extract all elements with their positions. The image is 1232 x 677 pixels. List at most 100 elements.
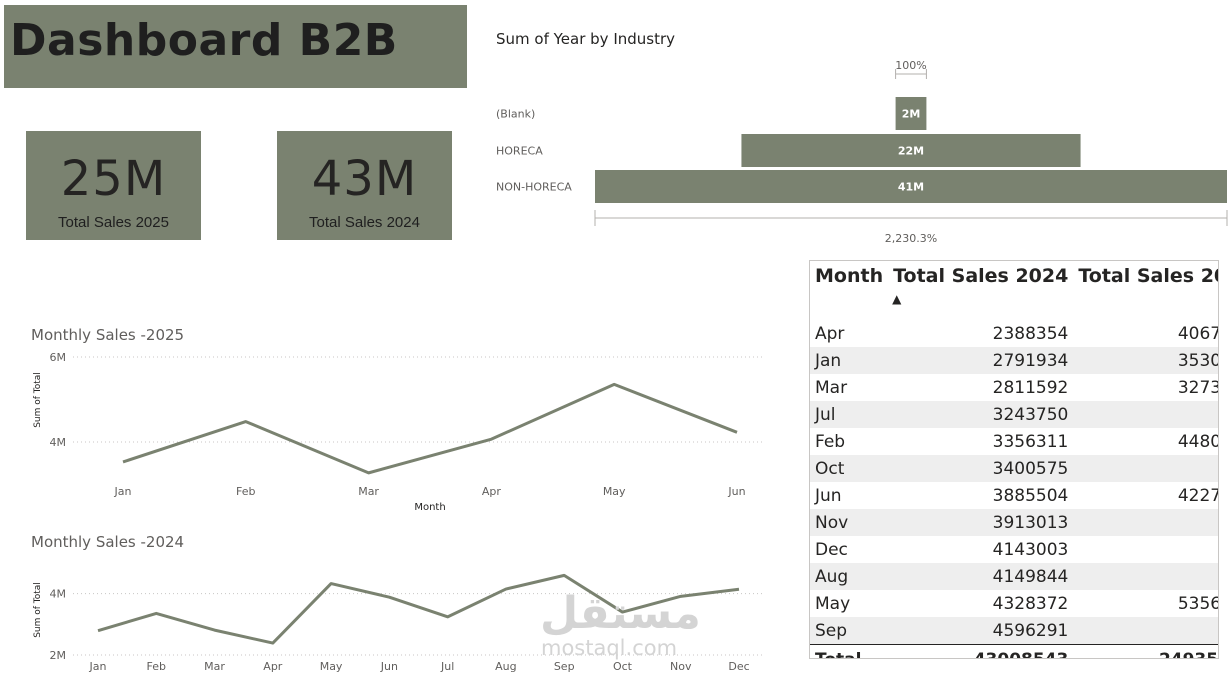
- cell-total-sales-2025: 5356467: [1177, 593, 1218, 614]
- cell-month: Jun: [815, 485, 842, 506]
- total-value: 43008543: [888, 644, 1074, 658]
- kpi-card-total-sales-2025[interactable]: 25M Total Sales 2025: [26, 131, 201, 240]
- funnel-bottom-label: 2,230.3%: [885, 232, 937, 245]
- y-tick-label: 4M: [50, 588, 67, 601]
- dashboard-title: Dashboard B2B: [10, 15, 398, 66]
- funnel-bottom-bracket: [594, 210, 1228, 226]
- cell-total-sales-2024: 3913013: [888, 509, 1074, 536]
- watermark-latin: mostaql.com: [541, 636, 678, 660]
- cell-total-sales-2025: [1073, 617, 1218, 645]
- series-line[interactable]: [122, 382, 738, 475]
- y-tick-label: 4M: [50, 436, 67, 449]
- cell-month: Feb: [815, 431, 846, 452]
- x-tick-label: Sep: [554, 660, 575, 673]
- table-row[interactable]: Jul 3243750: [810, 401, 1218, 428]
- cell-month: Nov: [810, 509, 889, 536]
- cell-month: Jan: [810, 347, 889, 374]
- table-row[interactable]: Oct 3400575: [810, 455, 1218, 482]
- x-axis-title: Month: [414, 502, 445, 513]
- cell-total-sales-2024: 3356311: [992, 431, 1069, 452]
- sort-ascending-icon[interactable]: ▲: [892, 292, 902, 306]
- cell-month: Apr: [815, 323, 845, 344]
- table-row[interactable]: Apr 2388354 4067164: [810, 320, 1218, 347]
- table-row[interactable]: Jun 3885504 4227504: [810, 482, 1218, 509]
- table-row[interactable]: Feb 3356311 4480459: [810, 428, 1218, 455]
- x-tick-label: Aug: [495, 660, 516, 673]
- funnel-bar[interactable]: [741, 134, 1081, 167]
- cell-month: Dec: [815, 539, 848, 560]
- kpi-card-total-sales-2024[interactable]: 43M Total Sales 2024: [277, 131, 452, 240]
- funnel-top-bracket: [895, 69, 927, 79]
- x-tick-label: Apr: [263, 660, 283, 673]
- table-row[interactable]: May 4328372 5356467: [810, 590, 1218, 617]
- cell-month: Oct: [810, 455, 889, 482]
- total-value: 24935882: [1073, 644, 1218, 658]
- x-tick-label: May: [603, 485, 626, 498]
- funnel-top-label: 100%: [895, 59, 926, 72]
- watermark-arabic: مستقل: [540, 588, 701, 639]
- cell-total-sales-2024: 3885504: [992, 485, 1069, 506]
- x-tick-label: Nov: [670, 660, 692, 673]
- x-tick-label: Jan: [89, 660, 107, 673]
- funnel-category-label: (Blank): [496, 108, 535, 121]
- line-chart-2025[interactable]: 4M 6M Sum of Total Jan Feb Mar Apr May Jun Month: [0, 345, 790, 520]
- funnel-category-label: HORECA: [496, 145, 543, 158]
- y-axis-title: Sum of Total: [33, 582, 43, 638]
- cell-total-sales-2024: 4149844: [888, 563, 1074, 590]
- cell-total-sales-2025: [1073, 536, 1218, 563]
- table-row[interactable]: Sep 4596291: [810, 617, 1218, 645]
- sales-table[interactable]: Month Total Sales 2024 Total Sales 2025 …: [809, 260, 1219, 659]
- table-row[interactable]: Mar 2811592 3273636: [810, 374, 1218, 401]
- kpi-value: 25M: [60, 151, 167, 207]
- funnel-chart[interactable]: 100% (Blank) 2M HORECA 22M NON-HORECA 41M 2,230…: [490, 55, 1232, 250]
- series-line[interactable]: [97, 573, 740, 645]
- line-chart-2025-title: Monthly Sales -2025: [31, 326, 185, 344]
- x-tick-label: Feb: [236, 485, 255, 498]
- table-row[interactable]: Aug 4149844: [810, 563, 1218, 590]
- y-axis-title: Sum of Total: [33, 372, 43, 428]
- line-chart-2024[interactable]: 2M 4M Sum of Total Jan Feb Mar Apr May Jun Jul Aug…: [0, 555, 790, 677]
- cell-total-sales-2025: [1073, 401, 1218, 428]
- column-header-month[interactable]: Month: [815, 265, 884, 287]
- cell-total-sales-2025: [1073, 563, 1218, 590]
- x-tick-label: Mar: [204, 660, 225, 673]
- column-header-total-sales-2025[interactable]: Total Sales 2025: [1078, 265, 1218, 287]
- funnel-chart-title: Sum of Year by Industry: [496, 30, 676, 48]
- cell-total-sales-2025: [1073, 509, 1218, 536]
- cell-total-sales-2024: 4328372: [992, 593, 1069, 614]
- kpi-value: 43M: [311, 151, 418, 207]
- cell-total-sales-2025: 3273636: [1177, 377, 1218, 398]
- cell-total-sales-2024: 3243750: [888, 401, 1074, 428]
- cell-total-sales-2024: 2811592: [992, 377, 1069, 398]
- funnel-bar-value-label: 41M: [898, 181, 924, 194]
- line-chart-2024-title: Monthly Sales -2024: [31, 533, 185, 551]
- cell-month: Jul: [810, 401, 889, 428]
- cell-total-sales-2025: 4227504: [1177, 485, 1218, 506]
- cell-month: Aug: [810, 563, 889, 590]
- funnel-bar[interactable]: [895, 97, 927, 130]
- cell-total-sales-2025: 3530652: [1073, 347, 1218, 374]
- table-row[interactable]: Jan27919343530652: [810, 347, 1218, 374]
- y-tick-label: 2M: [50, 649, 67, 662]
- funnel-bar-value-label: 2M: [902, 108, 921, 121]
- funnel-bar-value-label: 22M: [898, 145, 924, 158]
- table-header-row: Month Total Sales 2024 Total Sales 2025: [810, 261, 1218, 293]
- table-row[interactable]: Dec 4143003: [810, 536, 1218, 563]
- x-tick-label: Oct: [613, 660, 633, 673]
- y-tick-label: 6M: [50, 351, 67, 364]
- x-tick-label: Jul: [440, 660, 454, 673]
- cell-total-sales-2025: 4480459: [1177, 431, 1218, 452]
- column-header-total-sales-2024[interactable]: Total Sales 2024: [893, 265, 1069, 287]
- x-tick-label: Jun: [727, 485, 745, 498]
- kpi-label: Total Sales 2025: [58, 214, 169, 231]
- table-total-row: Total4300854324935882: [810, 644, 1218, 658]
- total-label: Total: [810, 644, 889, 658]
- x-tick-label: May: [320, 660, 343, 673]
- cell-total-sales-2024: 2388354: [992, 323, 1069, 344]
- funnel-bar[interactable]: [595, 170, 1227, 203]
- cell-total-sales-2025: 4067164: [1177, 323, 1218, 344]
- cell-month: Sep: [810, 617, 889, 645]
- table-row[interactable]: Nov 3913013: [810, 509, 1218, 536]
- x-tick-label: Feb: [147, 660, 166, 673]
- kpi-label: Total Sales 2024: [309, 214, 420, 231]
